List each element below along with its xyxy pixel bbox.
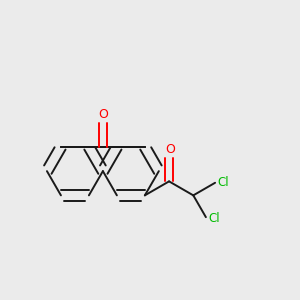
Text: Cl: Cl	[218, 176, 229, 189]
Text: O: O	[98, 108, 108, 122]
Text: O: O	[166, 143, 176, 156]
Text: Cl: Cl	[208, 212, 220, 225]
